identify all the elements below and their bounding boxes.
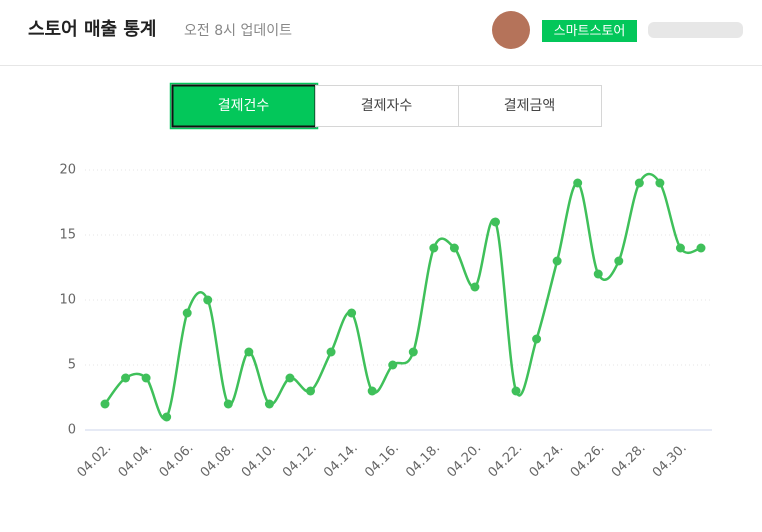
tab-label: 결제금액 [504, 98, 556, 114]
point[interactable] [306, 386, 316, 396]
point[interactable] [326, 347, 336, 357]
y-tick-label: 10 [59, 293, 76, 308]
point[interactable] [244, 347, 254, 357]
y-tick-label: 20 [59, 163, 76, 178]
tab[interactable] [315, 85, 459, 127]
tab-label: 결제건수 [218, 98, 270, 114]
point[interactable] [655, 178, 665, 188]
point[interactable] [470, 282, 480, 292]
point[interactable] [141, 373, 151, 383]
point[interactable] [614, 256, 624, 266]
store-badge-text: 스마트스토어 [554, 24, 626, 39]
point[interactable] [573, 178, 583, 188]
point[interactable] [634, 178, 644, 188]
y-tick-label: 15 [59, 228, 76, 243]
point[interactable] [347, 308, 357, 318]
point[interactable] [449, 243, 459, 253]
page-title: 스토어 매출 통계 [28, 19, 156, 40]
blurred-store-name [648, 22, 743, 38]
point[interactable] [429, 243, 439, 253]
point[interactable] [532, 334, 542, 344]
point[interactable] [285, 373, 295, 383]
store-avatar[interactable] [492, 11, 530, 49]
point[interactable] [511, 386, 521, 396]
point[interactable] [182, 308, 192, 318]
point[interactable] [490, 217, 500, 227]
tab[interactable] [458, 85, 602, 127]
point[interactable] [203, 295, 213, 305]
point[interactable] [121, 373, 131, 383]
point[interactable] [264, 399, 274, 409]
store-badge [542, 20, 637, 42]
tab-label: 결제자수 [361, 98, 413, 114]
point[interactable] [593, 269, 603, 279]
y-tick-label: 5 [68, 358, 76, 373]
point[interactable] [552, 256, 562, 266]
point[interactable] [696, 243, 706, 253]
point[interactable] [223, 399, 233, 409]
point[interactable] [100, 399, 110, 409]
update-note: 오전 8시 업데이트 [184, 23, 292, 39]
point[interactable] [367, 386, 377, 396]
point[interactable] [162, 412, 172, 422]
y-tick-label: 0 [68, 423, 76, 438]
point[interactable] [675, 243, 685, 253]
point[interactable] [408, 347, 418, 357]
point[interactable] [388, 360, 398, 370]
